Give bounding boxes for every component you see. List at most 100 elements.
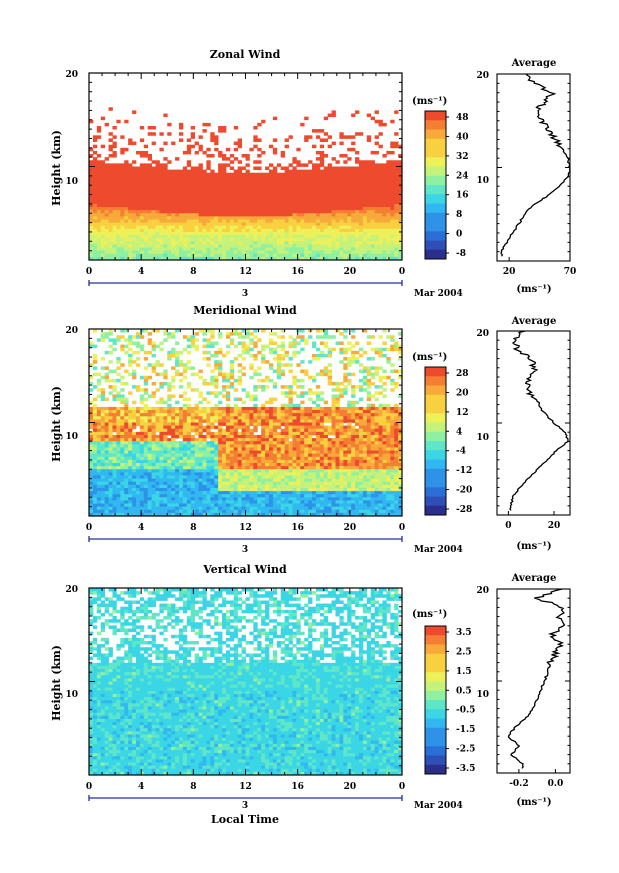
heatmap-cell [261, 194, 266, 199]
heatmap-cell [382, 238, 387, 242]
heatmap-cell [206, 197, 211, 202]
heatmap-cell [339, 247, 344, 252]
heatmap-cell [222, 372, 227, 377]
heatmap-cell [378, 456, 383, 461]
heatmap-cell [104, 438, 109, 442]
heatmap-cell [241, 241, 246, 245]
month-label: Mar 2004 [414, 289, 463, 299]
heatmap-cell [374, 238, 379, 242]
heatmap-cell [355, 200, 360, 205]
heatmap-cell [300, 241, 305, 245]
heatmap-cell [151, 191, 156, 195]
heatmap-cell [394, 216, 399, 220]
heatmap-cell [245, 169, 250, 174]
heatmap-cell [378, 172, 383, 177]
heatmap-cell [96, 160, 102, 164]
heatmap-cell [394, 447, 399, 451]
heatmap-cell [92, 200, 98, 205]
heatmap-cell [292, 353, 297, 358]
heatmap-cell [108, 385, 113, 389]
heatmap-cell [276, 219, 282, 223]
heatmap-cell [233, 253, 239, 258]
heatmap-cell [343, 357, 348, 361]
heatmap-cell [147, 341, 152, 345]
heatmap-cell [108, 231, 113, 236]
heatmap-cell [100, 172, 106, 177]
heatmap-cell [147, 194, 152, 199]
heatmap-cell [178, 444, 184, 448]
heatmap-cell [280, 431, 286, 436]
heatmap-cell [182, 238, 188, 242]
heatmap-cell [241, 434, 246, 439]
heatmap-cell [308, 238, 313, 242]
heatmap-cell [155, 213, 160, 217]
heatmap-cell [343, 438, 348, 442]
heatmap-cell [362, 431, 368, 436]
heatmap-cell [386, 403, 391, 408]
heatmap-cell [398, 213, 402, 217]
heatmap-cell [347, 157, 352, 161]
heatmap-cell [128, 163, 133, 167]
heatmap-cell [312, 378, 317, 383]
heatmap-cell [120, 256, 125, 260]
heatmap-cell [100, 416, 106, 420]
heatmap-cell [382, 247, 387, 252]
heatmap-cell [276, 235, 282, 239]
heatmap-cell [222, 444, 227, 448]
heatmap-cell [159, 216, 164, 220]
heatmap-cell [128, 347, 133, 352]
heatmap-cell [151, 185, 156, 189]
heatmap-cell [347, 235, 352, 239]
heatmap-cell [186, 175, 192, 180]
heatmap-cell [394, 185, 399, 189]
heatmap-cell [382, 210, 387, 214]
heatmap-cell [358, 425, 364, 430]
heatmap-cell [323, 228, 329, 233]
heatmap-cell [312, 216, 317, 220]
colorbar-swatch [425, 231, 446, 241]
heatmap-cell [190, 447, 196, 451]
heatmap-cell [339, 406, 344, 411]
heatmap-cell [386, 175, 391, 180]
heatmap-cell [284, 210, 289, 214]
heatmap-cell [194, 182, 199, 186]
heatmap-cell [139, 244, 145, 248]
heatmap-cell [229, 210, 235, 214]
heatmap-cell [175, 459, 180, 464]
heatmap-cell [347, 453, 352, 458]
heatmap-cell [214, 450, 219, 455]
heatmap-cell [362, 450, 368, 455]
heatmap-cell [331, 447, 336, 451]
heatmap-cell [335, 244, 340, 248]
heatmap-cell [265, 178, 270, 183]
heatmap-cell [182, 347, 188, 352]
heatmap-cell [89, 185, 94, 189]
heatmap-cell [394, 207, 399, 211]
heatmap-cell [128, 238, 133, 242]
heatmap-cell [347, 182, 352, 186]
heatmap-cell [139, 453, 145, 458]
heatmap-cell [96, 188, 102, 192]
heatmap-cell [366, 431, 372, 436]
heatmap-cell [358, 228, 364, 233]
heatmap-cell [229, 385, 235, 389]
heatmap-cell [175, 238, 180, 242]
heatmap-cell [159, 253, 164, 258]
heatmap-cell [398, 203, 402, 208]
heatmap-cell [276, 185, 282, 189]
heatmap-cell [245, 256, 250, 260]
heatmap-cell [128, 357, 133, 361]
heatmap-cell [280, 344, 286, 349]
heatmap-cell [237, 166, 242, 171]
heatmap-cell [190, 144, 196, 149]
heatmap-cell [198, 144, 203, 149]
heatmap-cell [355, 231, 360, 236]
heatmap-cell [312, 225, 317, 230]
heatmap-cell [89, 231, 94, 236]
heatmap-cell [261, 447, 266, 451]
heatmap-cell [284, 459, 289, 464]
heatmap-cell [331, 225, 336, 230]
heatmap-cell [257, 235, 262, 239]
heatmap-cell [284, 219, 289, 223]
heatmap-cell [315, 207, 321, 211]
